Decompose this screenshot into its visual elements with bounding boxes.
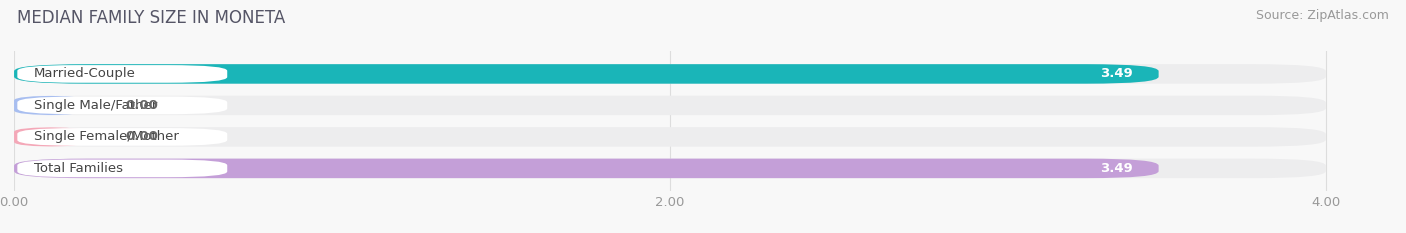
Text: Married-Couple: Married-Couple xyxy=(34,67,135,80)
Text: Single Male/Father: Single Male/Father xyxy=(34,99,157,112)
FancyBboxPatch shape xyxy=(14,127,86,147)
Text: Total Families: Total Families xyxy=(34,162,122,175)
FancyBboxPatch shape xyxy=(17,97,228,114)
FancyBboxPatch shape xyxy=(17,65,228,83)
FancyBboxPatch shape xyxy=(14,159,1326,178)
Text: 3.49: 3.49 xyxy=(1099,162,1132,175)
FancyBboxPatch shape xyxy=(14,64,1326,84)
FancyBboxPatch shape xyxy=(14,96,1326,115)
Text: Single Female/Mother: Single Female/Mother xyxy=(34,130,179,143)
FancyBboxPatch shape xyxy=(14,127,1326,147)
FancyBboxPatch shape xyxy=(17,160,228,177)
Text: 3.49: 3.49 xyxy=(1099,67,1132,80)
Text: 0.00: 0.00 xyxy=(125,130,159,143)
FancyBboxPatch shape xyxy=(17,128,228,146)
FancyBboxPatch shape xyxy=(14,159,1159,178)
FancyBboxPatch shape xyxy=(14,96,86,115)
FancyBboxPatch shape xyxy=(14,64,1159,84)
Text: Source: ZipAtlas.com: Source: ZipAtlas.com xyxy=(1256,9,1389,22)
Text: MEDIAN FAMILY SIZE IN MONETA: MEDIAN FAMILY SIZE IN MONETA xyxy=(17,9,285,27)
Text: 0.00: 0.00 xyxy=(125,99,159,112)
